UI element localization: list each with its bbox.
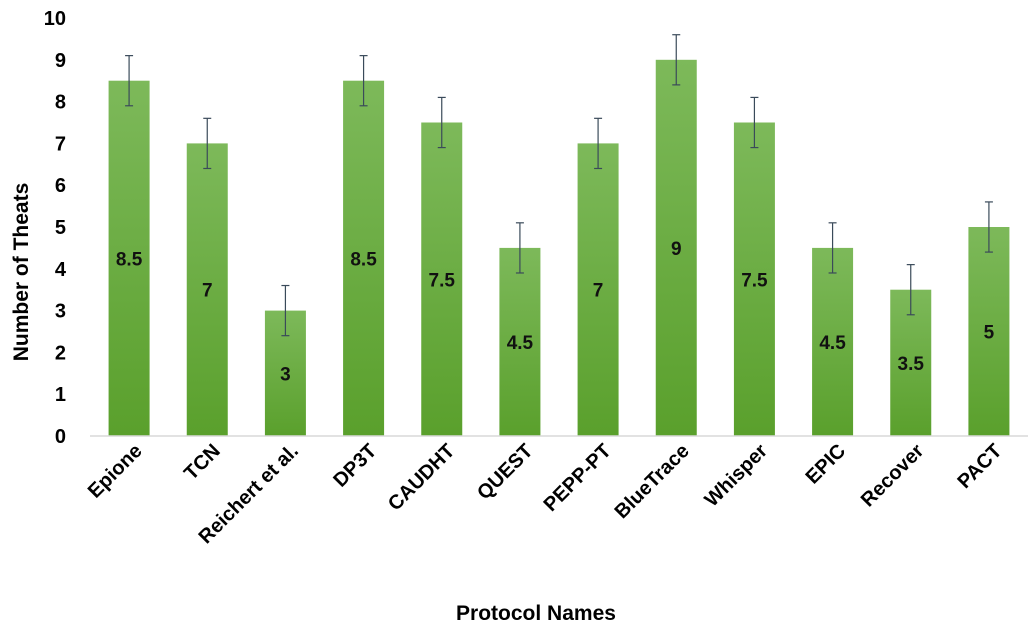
error-bar <box>906 264 915 316</box>
error-bar <box>437 96 446 149</box>
category-label: CAUDHT <box>384 440 459 515</box>
bar <box>343 80 385 436</box>
error-bar <box>594 117 603 170</box>
data-label: 4.5 <box>507 333 534 354</box>
bar <box>421 122 463 436</box>
data-label: 7 <box>593 281 604 302</box>
error-bar <box>984 201 993 253</box>
category-label: Epione <box>84 440 147 503</box>
y-tick-label: 1 <box>55 384 66 406</box>
y-tick-label: 2 <box>55 342 66 364</box>
y-tick-label: 7 <box>55 133 66 155</box>
error-bar <box>672 34 681 86</box>
data-labels: 8.5 7 3 8.5 7.5 4.5 7 9 7.5 4.5 3.5 5 <box>116 239 995 385</box>
error-bars <box>125 34 993 337</box>
y-tick-label: 10 <box>44 8 66 30</box>
bar <box>655 59 697 437</box>
y-axis-ticks: 0 1 2 3 4 5 6 7 8 9 10 <box>44 8 67 448</box>
error-bar <box>828 222 837 274</box>
data-label: 7.5 <box>741 270 768 291</box>
y-tick-label: 8 <box>55 92 66 114</box>
data-label: 5 <box>984 323 995 344</box>
y-tick-label: 6 <box>55 175 66 197</box>
data-label: 7 <box>202 281 213 302</box>
bar <box>968 227 1010 436</box>
bar <box>812 247 854 436</box>
y-tick-label: 4 <box>55 259 67 281</box>
x-axis-title: Protocol Names <box>456 602 616 625</box>
bar <box>499 247 541 436</box>
data-label: 8.5 <box>116 249 143 270</box>
bar <box>186 143 228 436</box>
y-tick-label: 3 <box>55 301 66 323</box>
bars <box>108 59 1010 437</box>
category-label: TCN <box>180 440 225 485</box>
y-tick-label: 0 <box>55 426 66 448</box>
category-label: QUEST <box>473 440 537 504</box>
bar <box>733 122 775 436</box>
data-label: 9 <box>671 239 682 260</box>
data-label: 3.5 <box>898 354 925 375</box>
error-bar <box>125 55 134 107</box>
data-label: 8.5 <box>350 249 377 270</box>
bar <box>577 143 619 436</box>
error-bar <box>359 55 368 107</box>
error-bar <box>281 284 290 337</box>
error-bar <box>515 222 524 274</box>
data-label: 7.5 <box>429 270 456 291</box>
category-label: EPIC <box>802 440 851 489</box>
bar <box>108 80 150 436</box>
category-label: DP3T <box>329 440 381 492</box>
error-bar <box>750 96 759 149</box>
y-tick-label: 9 <box>55 50 66 72</box>
category-label: PEPP-PT <box>540 440 616 516</box>
y-tick-label: 5 <box>55 217 66 239</box>
data-label: 4.5 <box>819 333 846 354</box>
category-label: Recover <box>857 440 929 512</box>
category-label: Whisper <box>701 440 772 511</box>
data-label: 3 <box>280 364 291 385</box>
error-bar <box>203 117 212 170</box>
category-label: BlueTrace <box>611 440 694 523</box>
category-label: PACT <box>953 440 1006 493</box>
y-axis-title: Number of Theats <box>10 183 33 362</box>
